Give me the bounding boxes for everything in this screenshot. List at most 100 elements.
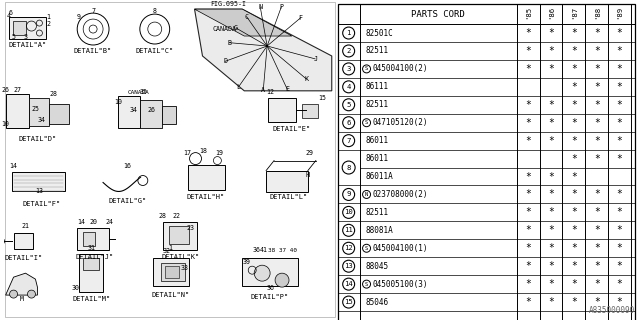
Text: *: * bbox=[548, 297, 554, 307]
Text: *: * bbox=[617, 100, 623, 110]
FancyBboxPatch shape bbox=[29, 98, 49, 126]
Text: *: * bbox=[548, 225, 554, 235]
Text: *: * bbox=[525, 100, 531, 110]
Text: *: * bbox=[594, 154, 600, 164]
FancyBboxPatch shape bbox=[302, 104, 318, 118]
Text: 2: 2 bbox=[46, 21, 51, 27]
Text: PARTS CORD: PARTS CORD bbox=[412, 10, 465, 19]
Text: *: * bbox=[571, 279, 577, 289]
Text: *: * bbox=[548, 243, 554, 253]
Text: 86011: 86011 bbox=[365, 136, 388, 145]
Polygon shape bbox=[6, 273, 37, 295]
Text: *: * bbox=[594, 64, 600, 74]
Text: DETAIL"P": DETAIL"P" bbox=[251, 294, 289, 300]
Text: 23: 23 bbox=[187, 225, 195, 231]
Text: *: * bbox=[617, 82, 623, 92]
Circle shape bbox=[275, 273, 289, 287]
Text: 12: 12 bbox=[266, 89, 274, 95]
Text: DETAIL"N": DETAIL"N" bbox=[152, 292, 190, 298]
Text: *: * bbox=[594, 297, 600, 307]
Text: 26: 26 bbox=[2, 87, 10, 93]
Text: *: * bbox=[617, 64, 623, 74]
Text: DETAIL"A": DETAIL"A" bbox=[8, 42, 47, 48]
FancyBboxPatch shape bbox=[79, 254, 103, 292]
Text: '85: '85 bbox=[525, 6, 531, 19]
Text: 4: 4 bbox=[346, 84, 351, 90]
Text: *: * bbox=[594, 82, 600, 92]
Text: *: * bbox=[594, 46, 600, 56]
Text: H: H bbox=[306, 172, 310, 178]
Polygon shape bbox=[195, 9, 332, 91]
Text: 28: 28 bbox=[159, 213, 167, 220]
FancyBboxPatch shape bbox=[163, 222, 196, 250]
Text: '89: '89 bbox=[616, 6, 623, 19]
Text: 88045: 88045 bbox=[365, 262, 388, 271]
Text: FIG.095-I: FIG.095-I bbox=[211, 1, 246, 7]
Text: *: * bbox=[548, 136, 554, 146]
Text: *: * bbox=[571, 172, 577, 181]
Text: 86011: 86011 bbox=[365, 154, 388, 163]
Text: 4: 4 bbox=[6, 13, 11, 19]
FancyBboxPatch shape bbox=[77, 228, 109, 250]
Text: 17: 17 bbox=[184, 149, 191, 156]
Text: DETAIL"M": DETAIL"M" bbox=[72, 296, 110, 302]
FancyBboxPatch shape bbox=[13, 21, 26, 35]
Text: *: * bbox=[594, 261, 600, 271]
Text: N: N bbox=[258, 4, 262, 10]
FancyBboxPatch shape bbox=[12, 172, 65, 191]
Text: 29: 29 bbox=[306, 149, 314, 156]
Text: *: * bbox=[525, 297, 531, 307]
FancyBboxPatch shape bbox=[268, 98, 296, 122]
Text: *: * bbox=[594, 118, 600, 128]
Text: *: * bbox=[571, 297, 577, 307]
Text: D: D bbox=[223, 58, 227, 64]
Text: 5: 5 bbox=[12, 34, 15, 40]
Text: 1: 1 bbox=[169, 245, 173, 251]
Text: *: * bbox=[548, 118, 554, 128]
Text: 86011A: 86011A bbox=[365, 172, 394, 181]
Text: *: * bbox=[525, 28, 531, 38]
Text: 13: 13 bbox=[344, 263, 353, 269]
Text: K: K bbox=[305, 76, 308, 82]
Text: 35: 35 bbox=[140, 89, 148, 95]
Text: *: * bbox=[525, 243, 531, 253]
Text: 1: 1 bbox=[346, 30, 351, 36]
Text: 11: 11 bbox=[344, 227, 353, 233]
Text: 12: 12 bbox=[344, 245, 353, 251]
FancyBboxPatch shape bbox=[266, 171, 308, 192]
Text: *: * bbox=[571, 261, 577, 271]
FancyBboxPatch shape bbox=[188, 164, 225, 190]
Text: C: C bbox=[244, 14, 248, 20]
Text: 39: 39 bbox=[243, 259, 250, 265]
Text: 88081A: 88081A bbox=[365, 226, 394, 235]
Text: *: * bbox=[571, 46, 577, 56]
Text: 41: 41 bbox=[260, 247, 268, 253]
Text: *: * bbox=[594, 189, 600, 199]
Text: 27: 27 bbox=[13, 87, 22, 93]
Text: *: * bbox=[525, 189, 531, 199]
FancyBboxPatch shape bbox=[6, 94, 29, 128]
Text: 16: 16 bbox=[123, 163, 131, 169]
Text: *: * bbox=[594, 28, 600, 38]
Text: *: * bbox=[525, 207, 531, 217]
Text: *: * bbox=[617, 279, 623, 289]
Text: A835000090: A835000090 bbox=[589, 306, 635, 315]
Text: *: * bbox=[594, 279, 600, 289]
Text: *: * bbox=[617, 189, 623, 199]
Text: *: * bbox=[617, 243, 623, 253]
Circle shape bbox=[10, 290, 17, 298]
Text: 13: 13 bbox=[35, 188, 44, 195]
Text: '88: '88 bbox=[594, 6, 600, 19]
Text: DETAIL"L": DETAIL"L" bbox=[270, 195, 308, 200]
Text: 023708000(2): 023708000(2) bbox=[372, 190, 428, 199]
Text: 19: 19 bbox=[216, 149, 223, 156]
Text: *: * bbox=[525, 261, 531, 271]
FancyBboxPatch shape bbox=[164, 266, 179, 278]
Text: *: * bbox=[548, 207, 554, 217]
Text: *: * bbox=[571, 225, 577, 235]
Text: CANADA: CANADA bbox=[128, 90, 150, 95]
FancyBboxPatch shape bbox=[161, 263, 184, 281]
Text: 25: 25 bbox=[31, 106, 40, 112]
Text: P: P bbox=[280, 4, 284, 10]
Text: *: * bbox=[617, 297, 623, 307]
